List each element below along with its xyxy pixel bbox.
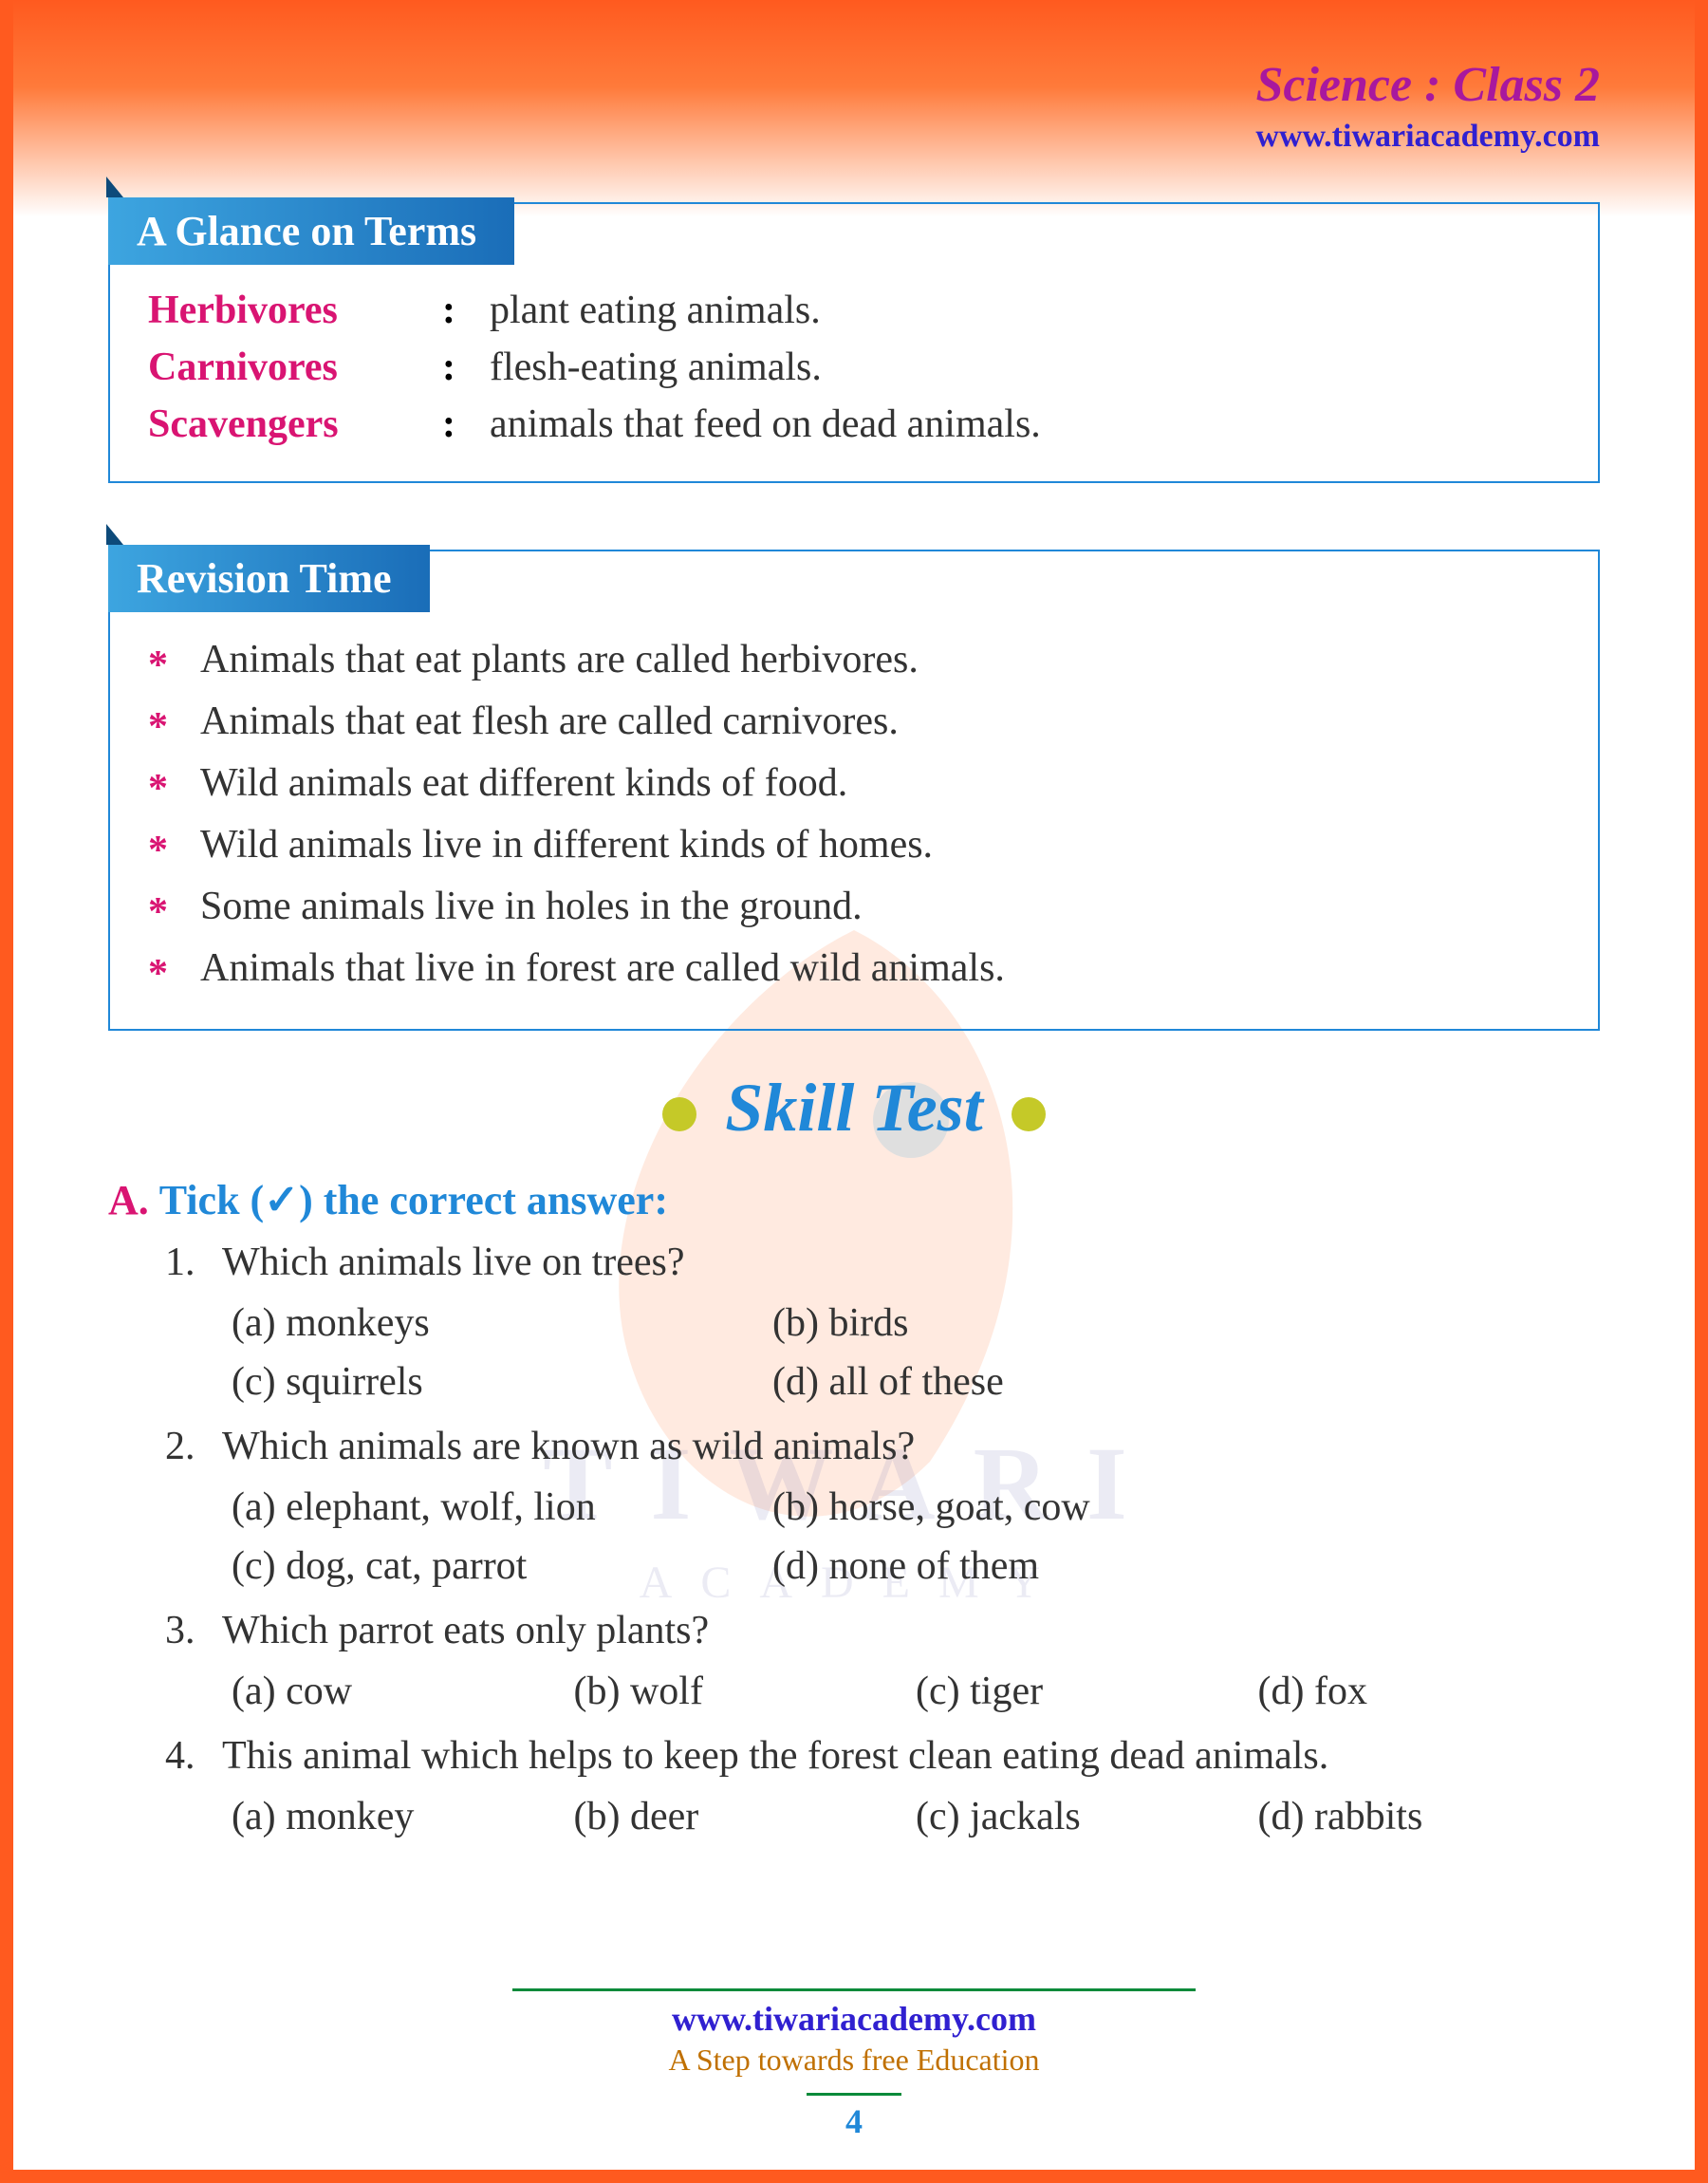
- option[interactable]: (d) fox: [1258, 1669, 1601, 1714]
- glance-term: Carnivores: [148, 339, 442, 396]
- options-grid: (a) cow (b) wolf (c) tiger (d) fox: [165, 1653, 1600, 1714]
- glance-tab: A Glance on Terms: [108, 197, 514, 265]
- question-text: This animal which helps to keep the fore…: [222, 1733, 1590, 1779]
- glance-def: animals that feed on dead animals.: [490, 396, 1569, 453]
- revision-item: Some animals live in holes in the ground…: [148, 876, 1569, 938]
- option[interactable]: (c) jackals: [916, 1794, 1258, 1839]
- section-a-heading: A. Tick (✓) the correct answer:: [108, 1176, 1600, 1224]
- content-area: A Glance on Terms Herbivores : plant eat…: [13, 202, 1695, 1839]
- revision-box: Revision Time Animals that eat plants ar…: [108, 550, 1600, 1031]
- header-url: www.tiwariacademy.com: [13, 119, 1600, 155]
- header-title: Science : Class 2: [13, 57, 1600, 113]
- glance-def: flesh-eating animals.: [490, 339, 1569, 396]
- glance-term: Herbivores: [148, 282, 442, 339]
- glance-colon: :: [442, 282, 490, 339]
- footer-url: www.tiwariacademy.com: [13, 1999, 1695, 2039]
- glance-row: Herbivores : plant eating animals.: [148, 282, 1569, 339]
- question-number: 4.: [165, 1733, 222, 1779]
- glance-row: Scavengers : animals that feed on dead a…: [148, 396, 1569, 453]
- revision-list: Animals that eat plants are called herbi…: [148, 629, 1569, 1000]
- option[interactable]: (a) monkeys: [232, 1300, 772, 1346]
- question-item: 1.Which animals live on trees? (a) monke…: [165, 1240, 1600, 1405]
- option[interactable]: (b) wolf: [574, 1669, 917, 1714]
- revision-item: Wild animals eat different kinds of food…: [148, 753, 1569, 814]
- section-letter: A.: [108, 1177, 149, 1223]
- question-item: 2.Which animals are known as wild animal…: [165, 1424, 1600, 1589]
- page-number: 4: [807, 2093, 901, 2141]
- dot-icon: [1012, 1097, 1046, 1131]
- footer-divider: [512, 1988, 1196, 1991]
- page-footer: www.tiwariacademy.com A Step towards fre…: [13, 1988, 1695, 2141]
- options-grid: (a) elephant, wolf, lion (b) horse, goat…: [165, 1469, 1600, 1589]
- glance-def: plant eating animals.: [490, 282, 1569, 339]
- question-text: Which parrot eats only plants?: [222, 1609, 709, 1652]
- option[interactable]: (b) birds: [772, 1300, 1313, 1346]
- option[interactable]: (d) none of them: [772, 1543, 1313, 1589]
- skill-test-title: Skill Test: [725, 1070, 982, 1146]
- glance-box: A Glance on Terms Herbivores : plant eat…: [108, 202, 1600, 483]
- glance-colon: :: [442, 339, 490, 396]
- question-item: 4.This animal which helps to keep the fo…: [165, 1733, 1600, 1839]
- question-text: Which animals are known as wild animals?: [222, 1425, 915, 1468]
- question-item: 3.Which parrot eats only plants? (a) cow…: [165, 1608, 1600, 1714]
- revision-tab: Revision Time: [108, 545, 430, 612]
- question-number: 3.: [165, 1608, 222, 1653]
- section-prompt: Tick (✓) the correct answer:: [159, 1177, 668, 1223]
- glance-colon: :: [442, 396, 490, 453]
- dot-icon: [662, 1097, 696, 1131]
- tick-icon: ✓: [264, 1177, 299, 1223]
- revision-item: Animals that eat flesh are called carniv…: [148, 691, 1569, 753]
- skill-test-heading: Skill Test: [108, 1069, 1600, 1147]
- option[interactable]: (b) deer: [574, 1794, 917, 1839]
- revision-item: Animals that live in forest are called w…: [148, 938, 1569, 999]
- option[interactable]: (a) cow: [232, 1669, 574, 1714]
- options-grid: (a) monkeys (b) birds (c) squirrels (d) …: [165, 1285, 1600, 1405]
- question-list: 1.Which animals live on trees? (a) monke…: [108, 1240, 1600, 1839]
- option[interactable]: (c) dog, cat, parrot: [232, 1543, 772, 1589]
- revision-item: Animals that eat plants are called herbi…: [148, 629, 1569, 691]
- option[interactable]: (a) elephant, wolf, lion: [232, 1484, 772, 1530]
- option[interactable]: (a) monkey: [232, 1794, 574, 1839]
- prompt-prefix: Tick (: [159, 1177, 264, 1223]
- question-text: Which animals live on trees?: [222, 1241, 685, 1284]
- prompt-suffix: ) the correct answer:: [299, 1177, 668, 1223]
- glance-table: Herbivores : plant eating animals. Carni…: [148, 282, 1569, 453]
- options-grid: (a) monkey (b) deer (c) jackals (d) rabb…: [165, 1779, 1600, 1839]
- page-header: Science : Class 2 www.tiwariacademy.com: [13, 0, 1695, 174]
- option[interactable]: (c) squirrels: [232, 1359, 772, 1405]
- option[interactable]: (d) all of these: [772, 1359, 1313, 1405]
- option[interactable]: (b) horse, goat, cow: [772, 1484, 1313, 1530]
- option[interactable]: (c) tiger: [916, 1669, 1258, 1714]
- footer-tagline: A Step towards free Education: [13, 2043, 1695, 2078]
- glance-term: Scavengers: [148, 396, 442, 453]
- revision-item: Wild animals live in different kinds of …: [148, 814, 1569, 876]
- question-number: 1.: [165, 1240, 222, 1285]
- worksheet-page: TIWARI ACADEMY Science : Class 2 www.tiw…: [0, 0, 1708, 2183]
- option[interactable]: (d) rabbits: [1258, 1794, 1601, 1839]
- glance-row: Carnivores : flesh-eating animals.: [148, 339, 1569, 396]
- question-number: 2.: [165, 1424, 222, 1469]
